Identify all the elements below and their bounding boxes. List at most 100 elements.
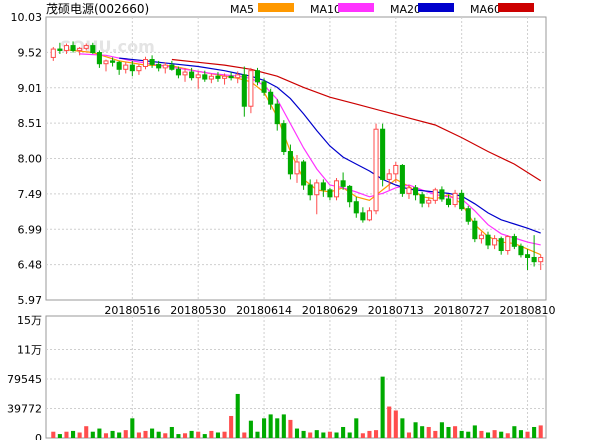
- volume-bar: [492, 430, 497, 438]
- volume-y-ticks: 15万 11万 79545 39772 0: [7, 314, 42, 440]
- candle-body: [83, 45, 89, 49]
- candle-body: [63, 45, 70, 51]
- legend-label-ma10: MA10: [310, 3, 341, 16]
- volume-bar: [130, 418, 135, 438]
- price-y-tick-label: 6.48: [18, 259, 43, 272]
- price-y-tick-label: 8.00: [18, 153, 43, 166]
- volume-bar: [97, 428, 102, 438]
- volume-bar: [255, 431, 260, 438]
- candle-body: [110, 60, 116, 63]
- candle-body: [96, 52, 102, 65]
- volume-bar: [472, 425, 477, 438]
- legend-label-ma60: MA60: [470, 3, 501, 16]
- candle-body: [149, 59, 155, 65]
- volume-bar: [176, 434, 181, 438]
- volume-bar: [512, 426, 517, 438]
- ma-line-ma60: [171, 58, 542, 182]
- price-y-tick-label: 5.97: [18, 294, 43, 307]
- x-tick-label: 20180516: [104, 304, 160, 317]
- candle-body: [241, 74, 247, 107]
- candle-body: [353, 201, 359, 214]
- volume-bar: [288, 419, 293, 438]
- price-x-ticks: 20180516 20180530 20180614 20180629 20180713…: [104, 304, 555, 317]
- candle-body: [307, 184, 313, 196]
- volume-bars: [51, 376, 543, 438]
- volume-bar: [163, 433, 168, 438]
- candle-body: [228, 75, 234, 79]
- volume-bar: [525, 431, 530, 438]
- volume-bar: [136, 432, 141, 438]
- candle-body: [492, 238, 498, 246]
- candle-body: [314, 182, 320, 196]
- volume-bar: [485, 432, 491, 438]
- candle-body: [189, 71, 195, 79]
- volume-bar: [400, 418, 405, 438]
- volume-y-tick-label: 11万: [17, 344, 42, 357]
- volume-bar: [518, 430, 523, 438]
- volume-bar: [143, 430, 148, 438]
- x-tick-label: 20180713: [368, 304, 424, 317]
- volume-bar: [222, 431, 227, 438]
- legend-swatch-ma5: [258, 3, 294, 12]
- x-tick-label: 20180614: [236, 304, 292, 317]
- candle-body: [498, 238, 504, 252]
- candle-body: [281, 123, 287, 153]
- volume-bar: [242, 432, 247, 438]
- volume-bar: [294, 428, 300, 438]
- legend-label-ma5: MA5: [230, 3, 254, 16]
- candle-body: [195, 74, 201, 79]
- volume-bar: [314, 430, 319, 438]
- candle-body: [452, 192, 458, 206]
- volume-bar: [499, 431, 504, 438]
- candle-body: [320, 182, 326, 191]
- volume-bar: [301, 430, 306, 438]
- volume-bar: [373, 430, 379, 438]
- volume-grid: [46, 316, 546, 438]
- volume-bar: [334, 432, 339, 438]
- volume-bar: [196, 431, 201, 438]
- volume-bar: [71, 430, 76, 438]
- volume-bar: [77, 432, 82, 438]
- volume-bar: [64, 431, 69, 438]
- price-y-tick-label: 6.99: [18, 223, 43, 236]
- candle-body: [360, 212, 366, 221]
- candle-body: [287, 151, 293, 175]
- candle-body: [465, 208, 471, 222]
- volume-bar: [439, 422, 444, 438]
- volume-bar: [426, 426, 431, 438]
- volume-bar: [327, 431, 332, 438]
- price-y-ticks: 10.03 9.52 9.01 8.51 8.00 7.49 6.99 6.48 5.97: [11, 11, 43, 307]
- candle-body: [340, 180, 346, 187]
- volume-bar: [202, 434, 207, 438]
- candle-body: [393, 164, 399, 175]
- candle-body: [156, 63, 162, 69]
- candle-body: [116, 61, 122, 70]
- candle-body: [202, 74, 208, 80]
- candle-body: [327, 189, 333, 198]
- candle-body: [439, 189, 445, 200]
- volume-bar: [262, 418, 267, 438]
- candle-body: [524, 254, 531, 258]
- volume-bar: [103, 433, 109, 438]
- candle-body: [386, 173, 392, 180]
- legend: MA5 MA10 MA20 MA60: [230, 3, 534, 16]
- x-tick-label: 20180629: [302, 304, 358, 317]
- volume-bar: [387, 406, 392, 438]
- price-y-tick-label: 9.01: [18, 82, 43, 95]
- volume-bar: [229, 415, 234, 438]
- candle-body: [459, 192, 465, 210]
- ma-line-ma10: [79, 53, 541, 246]
- volume-bar: [51, 431, 56, 438]
- volume-bar: [235, 393, 240, 438]
- candle-body: [478, 234, 484, 240]
- volume-bar: [182, 433, 188, 438]
- chart-title: 茂硕电源(002660): [46, 2, 149, 16]
- ma-line-ma5: [66, 49, 541, 256]
- candle-body: [50, 48, 56, 58]
- volume-panel-frame: [45, 315, 547, 439]
- volume-bar: [57, 434, 62, 438]
- volume-bar: [393, 410, 398, 438]
- volume-bar: [532, 426, 537, 438]
- ma-line-ma20: [119, 57, 541, 234]
